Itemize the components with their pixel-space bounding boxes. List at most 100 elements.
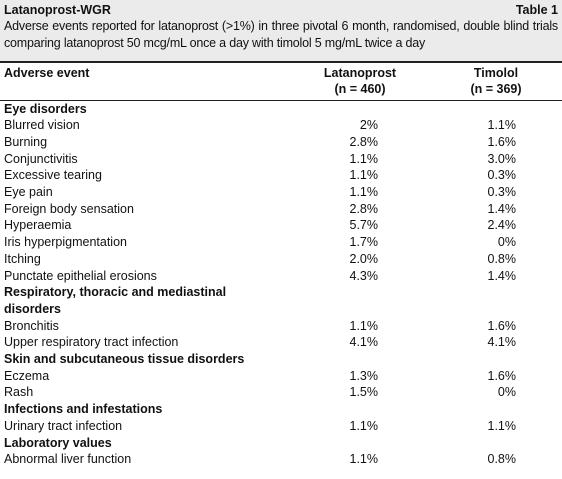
section-label: Respiratory, thoracic and mediastinal di… [4,285,227,316]
data-row: Hyperaemia 5.7% 2.4% [0,217,562,234]
event-name: Foreign body sensation [4,201,134,216]
empty-cell [290,100,430,117]
incidence: 1.1% [349,318,379,333]
column-label: Timolol [473,66,519,80]
empty-cell [430,401,562,418]
section-row: Respiratory, thoracic and mediastinal di… [0,284,562,317]
incidence: 1.1% [349,452,379,467]
incidence: 1.1% [487,418,517,433]
empty-cell [430,435,562,452]
incidence: 4.1% [487,335,517,350]
event-name: Upper respiratory tract infection [4,335,179,350]
section-label: Infections and infestations [4,402,163,417]
title: Latanoprost-WGR [4,3,111,17]
data-row: Punctate epithelial erosions 4.3% 1.4% [0,268,562,285]
section-row: Skin and subcutaneous tissue disorders [0,351,562,368]
incidence: 0.8% [487,251,517,266]
event-name: Itching [4,251,41,266]
title-bar: Latanoprost-WGR Table 1 [4,2,558,18]
section-label: Skin and subcutaneous tissue disorders [4,352,245,367]
event-name: Bronchitis [4,318,59,333]
data-row: Burning 2.8% 1.6% [0,134,562,151]
data-row: Urinary tract infection 1.1% 1.1% [0,418,562,435]
data-row: Abnormal liver function 1.1% 0.8% [0,451,562,468]
incidence: 2.0% [349,251,379,266]
incidence: 2.8% [349,201,379,216]
column-header: Timolol (n = 369) [430,62,562,100]
empty-cell [290,351,430,368]
incidence: 1.4% [487,268,517,283]
incidence: 1.1% [349,418,379,433]
data-row: Foreign body sensation 2.8% 1.4% [0,201,562,218]
header-row: Adverse event Latanoprost (n = 460) Timolol… [0,62,562,100]
table-head: Adverse event Latanoprost (n = 460) Timolol… [0,62,562,100]
event-name: Rash [4,385,34,400]
data-row: Eczema 1.3% 1.6% [0,368,562,385]
incidence: 1.1% [349,168,379,183]
section-row: Eye disorders [0,100,562,117]
data-row: Rash 1.5% 0% [0,384,562,401]
data-row: Excessive tearing 1.1% 0.3% [0,167,562,184]
incidence: 1.1% [349,151,379,166]
section-row: Laboratory values [0,435,562,452]
column-label: Latanoprost [323,66,397,80]
data-row: Iris hyperpigmentation 1.7% 0% [0,234,562,251]
header: Latanoprost-WGR Table 1 Adverse events r… [0,0,562,61]
incidence: 1.5% [349,385,379,400]
empty-cell [430,351,562,368]
incidence: 0.3% [487,168,517,183]
section-row: Infections and infestations [0,401,562,418]
empty-cell [430,284,562,317]
column-n: (n = 369) [470,82,522,96]
event-name: Blurred vision [4,118,80,133]
incidence: 4.1% [349,335,379,350]
data-row: Upper respiratory tract infection 4.1% 4.1… [0,334,562,351]
table-label: Table 1 [515,3,558,17]
empty-cell [290,284,430,317]
table: Adverse event Latanoprost (n = 460) Timolol… [0,61,562,468]
event-name: Burning [4,134,48,149]
incidence: 1.4% [487,201,517,216]
event-name: Abnormal liver function [4,452,132,467]
empty-cell [290,435,430,452]
column-label: Adverse event [4,66,90,80]
column-header: Latanoprost (n = 460) [290,62,430,100]
incidence: 1.7% [349,235,379,250]
table-body: Eye disorders Blurred vision 2% 1.1% Burning… [0,100,562,468]
incidence: 1.1% [487,118,517,133]
data-row: Itching 2.0% 0.8% [0,251,562,268]
event-name: Eye pain [4,185,53,200]
caption: Adverse events reported for latanoprost … [4,19,558,50]
data-row: Eye pain 1.1% 0.3% [0,184,562,201]
incidence: 2% [359,118,378,133]
incidence: 1.3% [349,368,379,383]
data-row: Conjunctivitis 1.1% 3.0% [0,151,562,168]
incidence: 1.6% [487,368,517,383]
event-name: Punctate epithelial erosions [4,268,157,283]
event-name: Eczema [4,368,50,383]
event-name: Hyperaemia [4,218,72,233]
incidence: 0.8% [487,452,517,467]
incidence: 2.4% [487,218,517,233]
incidence: 0.3% [487,185,517,200]
column-n: (n = 460) [334,82,386,96]
incidence: 1.6% [487,134,517,149]
incidence: 0% [497,385,516,400]
incidence: 0% [497,235,516,250]
data-row: Blurred vision 2% 1.1% [0,117,562,134]
empty-cell [430,100,562,117]
incidence: 5.7% [349,218,379,233]
event-name: Urinary tract infection [4,418,123,433]
empty-cell [290,401,430,418]
section-label: Laboratory values [4,435,112,450]
data-row: Bronchitis 1.1% 1.6% [0,318,562,335]
column-header: Adverse event [0,62,290,100]
incidence: 1.6% [487,318,517,333]
incidence: 4.3% [349,268,379,283]
incidence: 1.1% [349,185,379,200]
incidence: 3.0% [487,151,517,166]
incidence: 2.8% [349,134,379,149]
event-name: Conjunctivitis [4,151,78,166]
event-name: Excessive tearing [4,168,102,183]
